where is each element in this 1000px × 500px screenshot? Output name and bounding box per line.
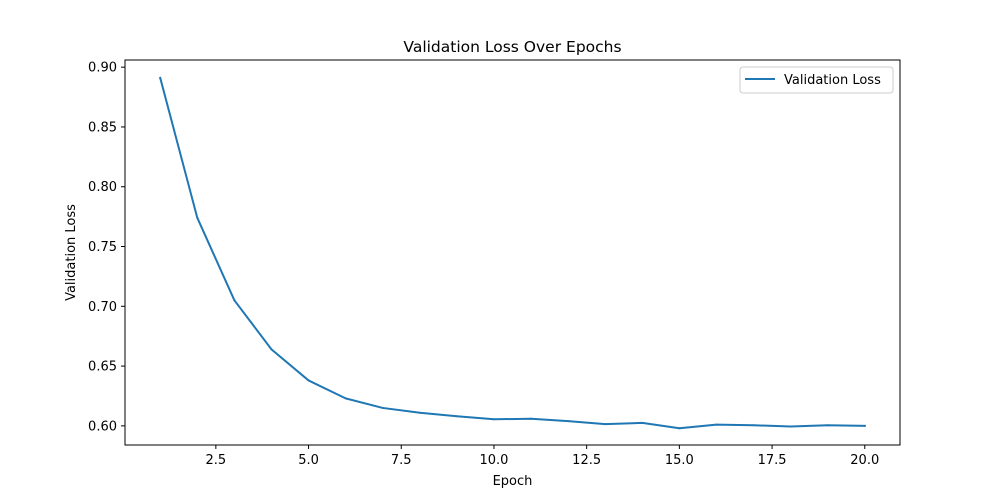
data-point [418,411,421,414]
x-tick-label: 10.0 [479,453,508,468]
data-point [789,425,792,428]
data-point [381,406,384,409]
x-tick-label: 15.0 [665,453,694,468]
x-tick-label: 7.5 [391,453,412,468]
data-point [863,424,866,427]
data-point [752,424,755,427]
legend-box [739,66,894,94]
legend: Validation Loss [739,66,894,94]
y-tick-label: 0.65 [88,360,117,375]
data-point [492,418,495,421]
data-point [307,379,310,382]
data-point [270,348,273,351]
x-tick-label: 5.0 [298,453,319,468]
data-point [233,299,236,302]
y-tick-label: 0.85 [88,120,117,135]
data-point [196,216,199,219]
plot-background [125,60,900,445]
chart-title: Validation Loss Over Epochs [403,38,621,56]
y-tick-label: 0.90 [88,61,117,76]
y-tick-label: 0.80 [88,180,117,195]
legend-label: Validation Loss [784,73,881,88]
x-tick-label: 2.5 [206,453,227,468]
y-tick-label: 0.75 [88,240,117,255]
data-point [604,423,607,426]
data-point [715,423,718,426]
y-axis-title: Validation Loss [64,204,79,301]
data-point [455,415,458,418]
data-point [530,417,533,420]
axes-frame [124,59,901,446]
plot-area [124,59,901,446]
y-tick-label: 0.60 [88,419,117,434]
y-axis: 0.60 0.65 0.70 0.75 0.80 0.85 0.90 [88,61,125,434]
series-layer [159,76,866,430]
data-point [826,424,829,427]
x-tick-label: 12.5 [572,453,601,468]
x-axis: 2.5 5.0 7.5 10.0 12.5 15.0 17.5 20.0 [206,445,879,468]
data-point [159,76,162,79]
series-line [159,76,866,430]
x-tick-label: 17.5 [758,453,787,468]
data-point [567,420,570,423]
x-tick-label: 20.0 [850,453,879,468]
data-point [344,397,347,400]
y-tick-label: 0.70 [88,300,117,315]
x-axis-title: Epoch [493,474,533,489]
data-point [678,427,681,430]
data-point [641,421,644,424]
